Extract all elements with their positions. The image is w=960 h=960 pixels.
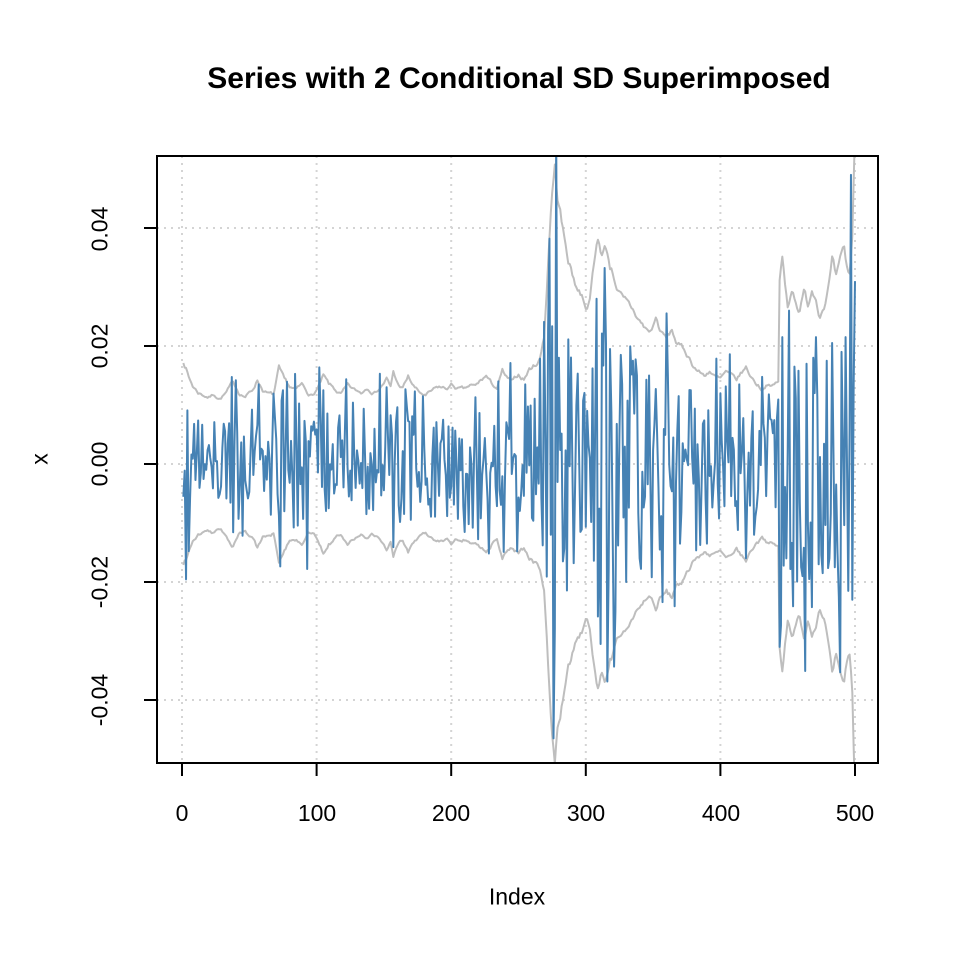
x-tick-label-0: 0 (175, 800, 189, 826)
chart-title: Series with 2 Conditional SD Superimpose… (207, 62, 831, 95)
x-tick-label-300: 300 (566, 800, 606, 826)
x-axis-title: Index (488, 883, 546, 910)
y-axis-title: x (26, 453, 53, 465)
y-tick-label-m004: -0.04 (86, 673, 113, 727)
y-tick-label-p004: 0.04 (86, 206, 113, 252)
y-tick-label-m002: -0.02 (86, 555, 113, 609)
x-tick-label-100: 100 (297, 800, 337, 826)
y-tick-label-p002: 0.02 (86, 323, 113, 369)
x-tick-label-400: 400 (701, 800, 741, 826)
x-tick-label-500: 500 (835, 800, 875, 826)
y-tick-label-zero: 0.00 (86, 441, 113, 487)
x-tick-label-200: 200 (431, 800, 471, 826)
